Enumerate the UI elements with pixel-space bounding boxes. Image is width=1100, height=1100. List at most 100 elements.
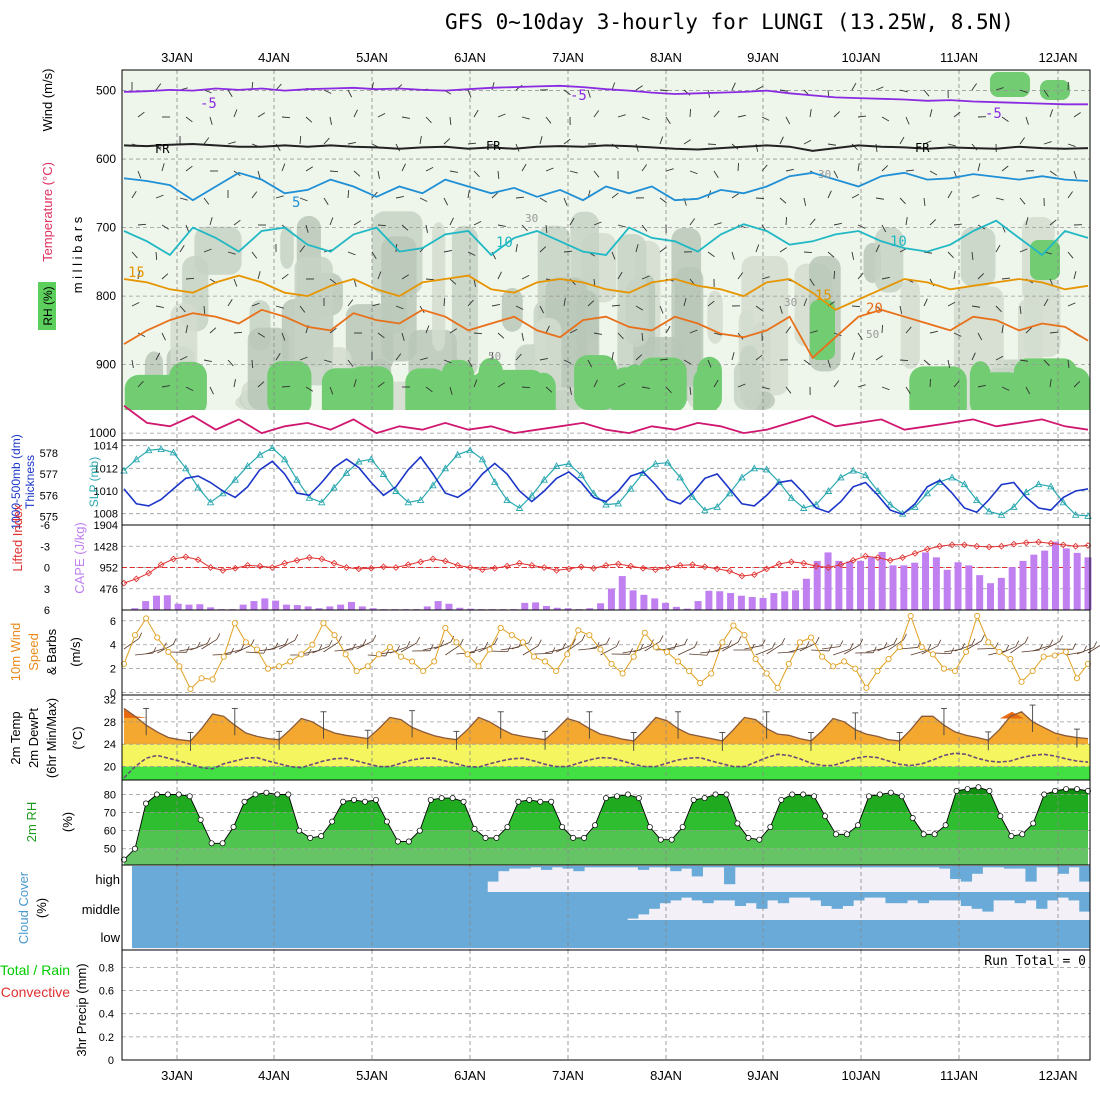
wind-barb <box>449 328 458 334</box>
cloud-middle-bar <box>734 892 747 906</box>
wind-barb-flag <box>615 640 620 647</box>
cloud-low-bar <box>573 920 585 948</box>
li-point <box>1022 539 1030 547</box>
wind-barb <box>1025 217 1029 226</box>
wind-barb <box>677 647 695 656</box>
thickness-slp-panel: 1008 1010 1012 1014 575 576 577 578 1000-500mb (… <box>9 434 1092 530</box>
wind-barb <box>251 359 254 369</box>
wind-barb <box>1049 109 1054 118</box>
wind-barb <box>755 647 773 656</box>
wind-barb <box>251 251 258 259</box>
cloud-middle-bar <box>939 892 951 901</box>
cloud-low-bar <box>541 920 553 948</box>
rh-point <box>493 834 500 841</box>
wind-tick: 6 <box>110 616 116 628</box>
li-point <box>281 559 289 567</box>
slp-point <box>219 489 227 497</box>
li-point <box>936 542 944 550</box>
temp-tick: 28 <box>104 717 116 729</box>
cloud-middle-bar <box>541 892 553 920</box>
cloud-low-bar <box>842 920 854 948</box>
wind-speed-point <box>896 644 903 651</box>
contour-label: 30 <box>525 212 538 225</box>
cloud-middle-bar <box>465 892 477 920</box>
cloud-low-bar <box>196 920 208 948</box>
wind-barb <box>635 143 639 152</box>
day-label-top: 7JAN <box>552 50 584 65</box>
wind-barb <box>665 116 671 124</box>
rh-point <box>329 818 336 825</box>
rh-point <box>252 791 259 798</box>
wind-barb <box>425 116 432 124</box>
cloud-middle-bar <box>454 892 467 920</box>
wind-barb <box>563 298 566 307</box>
temp2m-label: 2m Temp <box>8 711 23 764</box>
rh-point <box>416 827 423 834</box>
wind-barb-flag <box>937 639 942 647</box>
rh-point <box>789 791 796 798</box>
li-point <box>602 562 610 569</box>
wind-barb <box>877 643 895 652</box>
cloud-middle-bar <box>573 892 585 920</box>
cloud-middle-bar <box>132 892 144 920</box>
cape-bar <box>922 552 930 610</box>
cloud-middle-bar <box>820 892 833 906</box>
day-label-top: 9JAN <box>747 50 779 65</box>
wind-barb <box>779 197 787 204</box>
rh-point <box>460 798 467 805</box>
wind-barb <box>497 271 502 280</box>
wind-barb-flag <box>473 646 478 653</box>
slp-point <box>602 500 610 508</box>
wind-barb <box>434 641 451 650</box>
cloud-low-bar <box>863 920 876 948</box>
cloud-low-bar <box>433 920 445 948</box>
li-point <box>528 562 536 569</box>
wind-barb <box>905 116 910 125</box>
wind-speed-point <box>763 670 770 677</box>
slp-point <box>1010 502 1018 510</box>
cloud-middle-bar <box>863 892 876 898</box>
wind-barb-flag <box>440 640 445 647</box>
wind-barb-flag <box>737 636 742 643</box>
wind-barb <box>281 163 286 172</box>
isotherm-FR <box>123 142 1089 152</box>
wind-barb <box>179 356 188 361</box>
cloud-low-bar <box>874 920 886 948</box>
wind-barb <box>443 138 451 145</box>
slp-point <box>256 450 264 458</box>
temp-tick: 20 <box>104 762 116 774</box>
wind-barb <box>881 386 890 391</box>
cloud-low-bar <box>831 920 843 948</box>
wind-barb <box>923 140 932 145</box>
slp-point <box>849 466 857 474</box>
wind-barb <box>161 332 166 341</box>
cloud-low-bar <box>648 920 660 948</box>
wind-barb <box>971 251 974 260</box>
rh-blob-moist <box>267 361 312 417</box>
slp-point <box>614 499 623 507</box>
wind-barb <box>641 275 650 280</box>
wind-barb <box>401 116 410 119</box>
day-label-bottom: 11JAN <box>940 1068 978 1083</box>
rh-point <box>482 834 489 841</box>
wind-barb <box>157 644 174 654</box>
rh-blob-moist <box>969 361 991 417</box>
wind-barb <box>425 386 433 393</box>
cape-bar <box>629 590 637 610</box>
cloud-high-bar <box>228 866 241 892</box>
li-point <box>775 560 783 568</box>
wind-barb <box>707 359 712 368</box>
wind-barb <box>423 645 441 651</box>
wind-barb <box>857 384 866 388</box>
precip-tick: 0 <box>108 1055 114 1067</box>
li-point <box>306 554 313 561</box>
wind-speed-point <box>564 651 571 658</box>
wind-barb <box>545 386 553 393</box>
wind-barb <box>1067 302 1076 307</box>
li-point <box>911 549 919 557</box>
wind-barb-flag <box>805 641 810 648</box>
rh-point <box>186 793 193 800</box>
wind-barb <box>617 114 626 118</box>
wind-speed-point <box>231 620 238 627</box>
li-point <box>763 565 771 573</box>
